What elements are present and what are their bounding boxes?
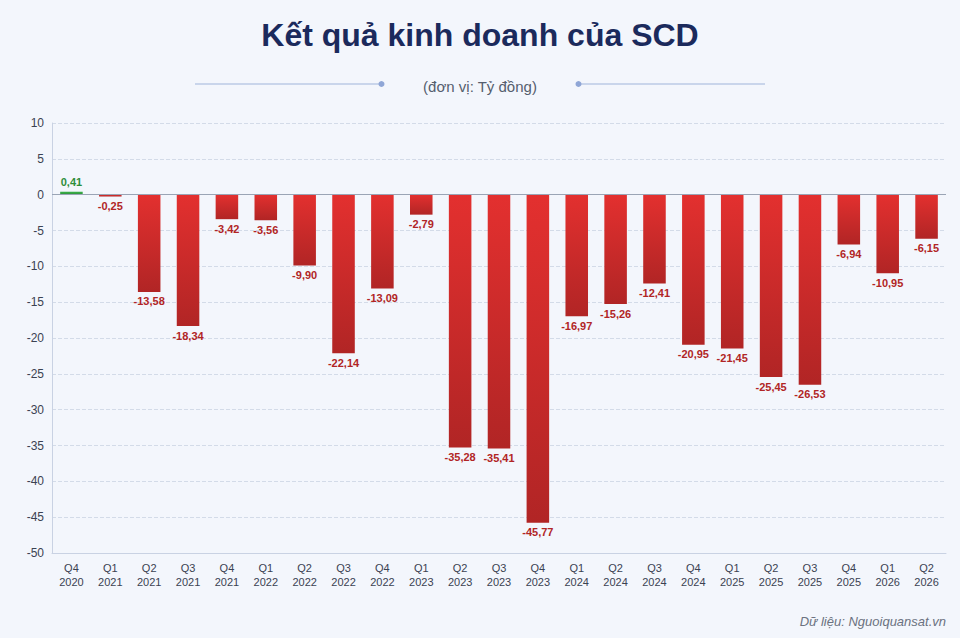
svg-text:-16,97: -16,97	[561, 320, 592, 332]
svg-text:-45,77: -45,77	[522, 526, 553, 538]
svg-text:2023: 2023	[526, 576, 550, 588]
svg-text:Q2: Q2	[919, 562, 934, 574]
svg-text:-18,34: -18,34	[172, 330, 204, 342]
svg-text:2023: 2023	[409, 576, 433, 588]
svg-text:Q3: Q3	[803, 562, 818, 574]
svg-text:Dữ liệu: Nguoiquansat.vn: Dữ liệu: Nguoiquansat.vn	[800, 614, 946, 629]
svg-text:-22,14: -22,14	[328, 357, 360, 369]
svg-text:2021: 2021	[98, 576, 122, 588]
svg-text:-40: -40	[27, 474, 45, 488]
svg-text:-35,28: -35,28	[445, 451, 476, 463]
svg-text:Q4: Q4	[841, 562, 856, 574]
svg-text:-26,53: -26,53	[794, 388, 825, 400]
svg-text:Q1: Q1	[725, 562, 740, 574]
svg-text:-20,95: -20,95	[678, 348, 709, 360]
svg-text:Q3: Q3	[181, 562, 196, 574]
svg-text:2024: 2024	[564, 576, 588, 588]
svg-text:-30: -30	[27, 403, 45, 417]
svg-text:2026: 2026	[914, 576, 938, 588]
svg-text:-15: -15	[27, 295, 45, 309]
svg-text:2021: 2021	[176, 576, 200, 588]
svg-text:Q1: Q1	[414, 562, 429, 574]
svg-text:-6,15: -6,15	[914, 242, 939, 254]
svg-text:Q1: Q1	[258, 562, 273, 574]
svg-text:2022: 2022	[292, 576, 316, 588]
svg-text:-20: -20	[27, 331, 45, 345]
svg-text:Q1: Q1	[569, 562, 584, 574]
svg-text:-13,09: -13,09	[367, 292, 398, 304]
svg-text:Q3: Q3	[336, 562, 351, 574]
svg-text:Q2: Q2	[453, 562, 468, 574]
svg-text:Q4: Q4	[375, 562, 390, 574]
svg-text:2024: 2024	[603, 576, 627, 588]
svg-text:(đơn vị: Tỷ đồng): (đơn vị: Tỷ đồng)	[423, 78, 537, 95]
svg-text:2020: 2020	[59, 576, 83, 588]
svg-text:-25,45: -25,45	[755, 381, 786, 393]
svg-text:-5: -5	[33, 224, 44, 238]
svg-text:-50: -50	[27, 546, 45, 560]
svg-text:-35,41: -35,41	[483, 452, 514, 464]
svg-text:-0,25: -0,25	[98, 200, 123, 212]
svg-text:2023: 2023	[487, 576, 511, 588]
svg-text:-35: -35	[27, 439, 45, 453]
svg-text:2025: 2025	[759, 576, 783, 588]
svg-text:Q2: Q2	[764, 562, 779, 574]
svg-text:-2,79: -2,79	[409, 218, 434, 230]
svg-text:Q4: Q4	[220, 562, 235, 574]
svg-text:-25: -25	[27, 367, 45, 381]
svg-text:-21,45: -21,45	[717, 352, 748, 364]
svg-text:2025: 2025	[837, 576, 861, 588]
svg-text:2021: 2021	[215, 576, 239, 588]
svg-text:Q4: Q4	[64, 562, 79, 574]
svg-text:-10,95: -10,95	[872, 277, 903, 289]
svg-text:2022: 2022	[331, 576, 355, 588]
svg-text:5: 5	[37, 152, 44, 166]
svg-text:-3,42: -3,42	[214, 223, 239, 235]
svg-text:2022: 2022	[370, 576, 394, 588]
svg-text:Q2: Q2	[297, 562, 312, 574]
svg-text:-3,56: -3,56	[253, 224, 278, 236]
svg-text:2024: 2024	[681, 576, 705, 588]
svg-text:Q1: Q1	[103, 562, 118, 574]
svg-text:0,41: 0,41	[61, 176, 82, 188]
svg-text:0: 0	[37, 188, 44, 202]
svg-text:2023: 2023	[448, 576, 472, 588]
svg-text:Kết quả kinh doanh của SCD: Kết quả kinh doanh của SCD	[261, 17, 698, 53]
svg-text:2021: 2021	[137, 576, 161, 588]
svg-text:Q3: Q3	[647, 562, 662, 574]
svg-text:2022: 2022	[254, 576, 278, 588]
svg-text:Q4: Q4	[686, 562, 701, 574]
svg-text:2024: 2024	[642, 576, 666, 588]
svg-text:Q2: Q2	[142, 562, 157, 574]
svg-text:Q2: Q2	[608, 562, 623, 574]
svg-text:2025: 2025	[798, 576, 822, 588]
svg-text:-15,26: -15,26	[600, 308, 631, 320]
svg-text:2026: 2026	[875, 576, 899, 588]
svg-text:-6,94: -6,94	[836, 248, 862, 260]
svg-text:-45: -45	[27, 510, 45, 524]
svg-text:-10: -10	[27, 259, 45, 273]
svg-text:Q3: Q3	[492, 562, 507, 574]
svg-text:-12,41: -12,41	[639, 287, 670, 299]
svg-text:10: 10	[31, 116, 45, 130]
svg-text:Q4: Q4	[531, 562, 546, 574]
svg-text:-9,90: -9,90	[292, 269, 317, 281]
svg-text:2025: 2025	[720, 576, 744, 588]
svg-text:-13,58: -13,58	[134, 295, 165, 307]
svg-text:Q1: Q1	[880, 562, 895, 574]
